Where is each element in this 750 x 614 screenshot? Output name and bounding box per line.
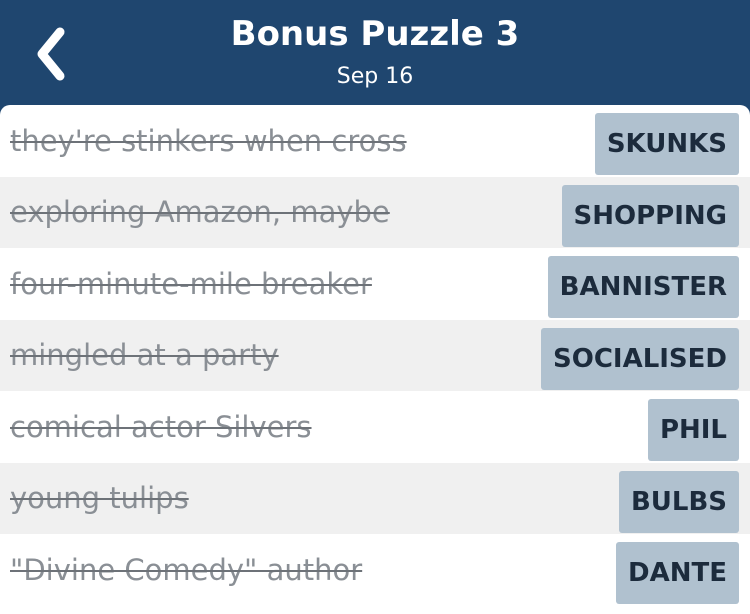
puzzle-date: Sep 16 [336, 64, 414, 89]
clue-text: comical actor Silvers [10, 409, 312, 444]
chevron-left-icon [37, 27, 65, 81]
clue-text: they're stinkers when cross [10, 123, 407, 158]
clue-row: comical actor Silvers PHIL [0, 391, 750, 463]
clue-row: they're stinkers when cross SKUNKS [0, 105, 750, 177]
answer-button[interactable]: SKUNKS [594, 113, 739, 175]
page-title: Bonus Puzzle 3 [230, 14, 520, 54]
clue-text: four-minute-mile breaker [10, 266, 372, 301]
clue-row: mingled at a party SOCIALISED [0, 319, 750, 391]
clue-text: young tulips [10, 481, 189, 516]
clue-row: "Divine Comedy" author DANTE [0, 534, 750, 606]
clue-text: "Divine Comedy" author [10, 552, 363, 587]
answer-button[interactable]: DANTE [616, 542, 739, 604]
answer-button[interactable]: SOCIALISED [540, 327, 739, 390]
header: Bonus Puzzle 3 Sep 16 [0, 0, 750, 106]
clue-row: four-minute-mile breaker BANNISTER [0, 248, 750, 320]
clue-text: exploring Amazon, maybe [10, 195, 390, 230]
clue-text: mingled at a party [10, 338, 279, 373]
answer-button[interactable]: BANNISTER [547, 256, 739, 318]
answer-button[interactable]: BULBS [618, 470, 739, 533]
back-button[interactable] [30, 24, 80, 84]
clue-row: young tulips BULBS [0, 462, 750, 534]
clue-row: exploring Amazon, maybe SHOPPING [0, 176, 750, 248]
answer-button[interactable]: PHIL [647, 399, 739, 461]
clue-list: they're stinkers when cross SKUNKS explor… [0, 105, 750, 614]
answer-button[interactable]: SHOPPING [561, 184, 739, 247]
